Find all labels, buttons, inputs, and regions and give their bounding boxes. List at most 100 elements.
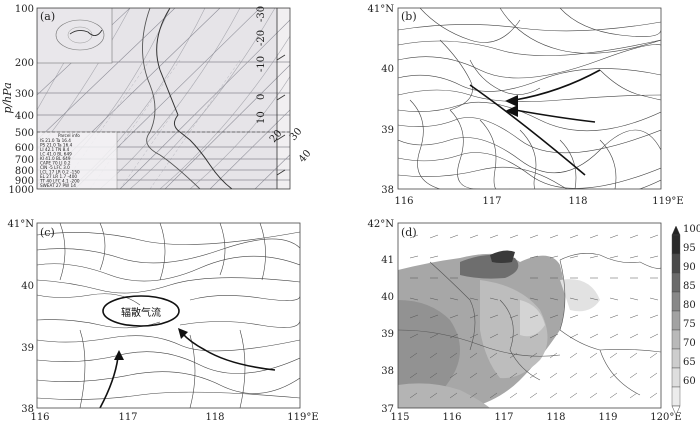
parcel-line: IS 21.0 Ta 16.4 (40, 138, 71, 143)
panel-c-streamlines: 辐散气流 (c) 41°N 40 39 38 116 117 118 119°E (8, 219, 319, 422)
colorbar-cell (671, 367, 681, 388)
pressure-tick: 1000 (9, 185, 34, 196)
lat-tick: 38 (21, 404, 34, 415)
panel-b-lat-ticks: 41°N 40 39 38 (368, 4, 395, 196)
lat-tick: 42°N (368, 219, 395, 230)
colorbar-top-triangle (671, 225, 681, 236)
lon-tick: 118 (546, 412, 565, 422)
lon-tick: 119°E (652, 196, 683, 207)
lon-tick: 120°E (650, 412, 681, 422)
parcel-line: LCL 17 LR 0.2 -150 (40, 170, 80, 175)
lon-tick: 119°E (287, 412, 318, 422)
pressure-tick: 800 (15, 166, 34, 177)
colorbar-cell (671, 291, 681, 312)
colorbar-cell (671, 272, 681, 293)
parcel-line: PS 21.0 Ta 16.4 (40, 143, 73, 148)
humidity-field (398, 223, 661, 408)
panel-a-label: (a) (40, 10, 55, 23)
pressure-tick: 500 (15, 128, 34, 139)
lon-tick: 118 (568, 196, 587, 207)
colorbar-cell (671, 348, 681, 369)
pressure-axis-label: p/hPa (1, 82, 14, 113)
lon-tick: 118 (205, 412, 224, 422)
pressure-tick: 200 (15, 58, 34, 69)
lat-tick: 38 (381, 185, 394, 196)
colorbar-ticks: 100 95 90 85 80 75 70 65 60 (683, 224, 700, 387)
lon-tick: 117 (482, 196, 501, 207)
colorbar-cell (671, 329, 681, 350)
colorbar-bottom-triangle (671, 405, 681, 416)
colorbar-tick: 90 (683, 262, 696, 273)
temperature-tick: -20 (256, 30, 267, 46)
lon-tick: 117 (118, 412, 137, 422)
lat-tick: 39 (381, 125, 394, 136)
lat-tick: 39 (21, 343, 34, 354)
colorbar-tick: 80 (683, 300, 696, 311)
panel-b-lon-ticks: 116 117 118 119°E (394, 196, 683, 207)
temperature-ticks: -30 -20 -10 0 10 20 30 40 (256, 6, 313, 165)
panel-b-label: (b) (401, 10, 417, 23)
parcel-line: CIN -5 LFC 3.0 (40, 165, 70, 170)
lat-tick: 41°N (8, 219, 35, 230)
temperature-tick: 40 (297, 148, 314, 165)
lat-tick: 41 (381, 255, 394, 266)
temperature-tick: 0 (256, 94, 267, 100)
lat-tick: 38 (381, 366, 394, 377)
pressure-tick: 600 (15, 143, 34, 154)
panel-b-frame (397, 7, 662, 190)
pressure-tick: 300 (15, 89, 34, 100)
parcel-line: LC 41.0 BL 649 (40, 152, 72, 157)
colorbar-cell (671, 310, 681, 331)
panel-c-lon-ticks: 116 117 118 119°E (30, 412, 318, 422)
parcel-line: TT 40 LFC 4.1 -200 (39, 179, 80, 184)
parcel-line: SWEAT 27 PW 14 (40, 183, 76, 188)
panel-c-frame (36, 222, 301, 409)
temperature-tick: -30 (256, 6, 267, 22)
panel-c-lat-ticks: 41°N 40 39 38 (8, 219, 35, 415)
colorbar-tick: 65 (683, 357, 696, 368)
lon-tick: 117 (494, 412, 513, 422)
colorbar-tick: 100 (683, 224, 700, 235)
colorbar-tick: 95 (683, 243, 696, 254)
humidity-colorbar: 100 95 90 85 80 75 70 65 60 (671, 224, 700, 416)
parcel-line: KI 41.0 BL 649 (40, 156, 71, 161)
colorbar-tick: 70 (683, 338, 696, 349)
panel-d-lat-ticks: 42°N 41 40 39 38 37 (368, 219, 395, 415)
pressure-tick: 100 (15, 4, 34, 15)
colorbar-cell (671, 234, 681, 255)
panel-d-lon-ticks: 115 116 117 118 119 120°E (390, 412, 681, 422)
parcel-line: EL 27 LR 1.7 -400 (40, 174, 77, 179)
pressure-tick: 900 (15, 176, 34, 187)
colorbar-tick: 85 (683, 281, 696, 292)
panel-b-streamlines: (b) 41°N 40 39 38 116 117 118 119°E (368, 4, 684, 207)
pressure-tick: 400 (15, 111, 34, 122)
skewt-plot-area: Parcel info IS 21.0 Ta 16.4 PS 21.0 Ta 1… (37, 8, 290, 189)
wind-barbs (409, 234, 659, 399)
streamline-field-c: 辐散气流 (37, 223, 300, 408)
panel-c-label: (c) (40, 226, 55, 239)
panel-a-skewt: Parcel info IS 21.0 Ta 16.4 PS 21.0 Ta 1… (1, 4, 313, 196)
colorbar-tick: 60 (683, 376, 696, 387)
lon-tick: 119 (598, 412, 617, 422)
pressure-tick: 700 (15, 155, 34, 166)
colorbar-cell (671, 253, 681, 274)
panel-d-label: (d) (401, 226, 417, 239)
parcel-line: LI 42.1 TN 8.4 (40, 147, 70, 152)
lat-tick: 39 (381, 329, 394, 340)
panel-d-humidity-map: (d) 42°N 41 40 39 38 37 115 116 117 118 … (368, 219, 700, 422)
streamline-field-b (398, 8, 661, 189)
lat-tick: 40 (381, 292, 394, 303)
colorbar-tick: 75 (683, 319, 696, 330)
lat-tick: 41°N (368, 4, 395, 15)
panel-a-frame (36, 7, 291, 190)
parcel-line: CAPE 70 LI 0.2 (40, 161, 71, 166)
lon-tick: 116 (442, 412, 461, 422)
lon-tick: 116 (30, 412, 49, 422)
lat-tick: 40 (381, 64, 394, 75)
divergence-label: 辐散气流 (121, 306, 161, 319)
pressure-ticks: 100 200 300 400 500 600 700 800 900 1000 (9, 4, 34, 196)
lat-tick: 37 (381, 404, 394, 415)
parcel-line: Parcel info (58, 133, 80, 138)
lat-tick: 40 (21, 281, 34, 292)
